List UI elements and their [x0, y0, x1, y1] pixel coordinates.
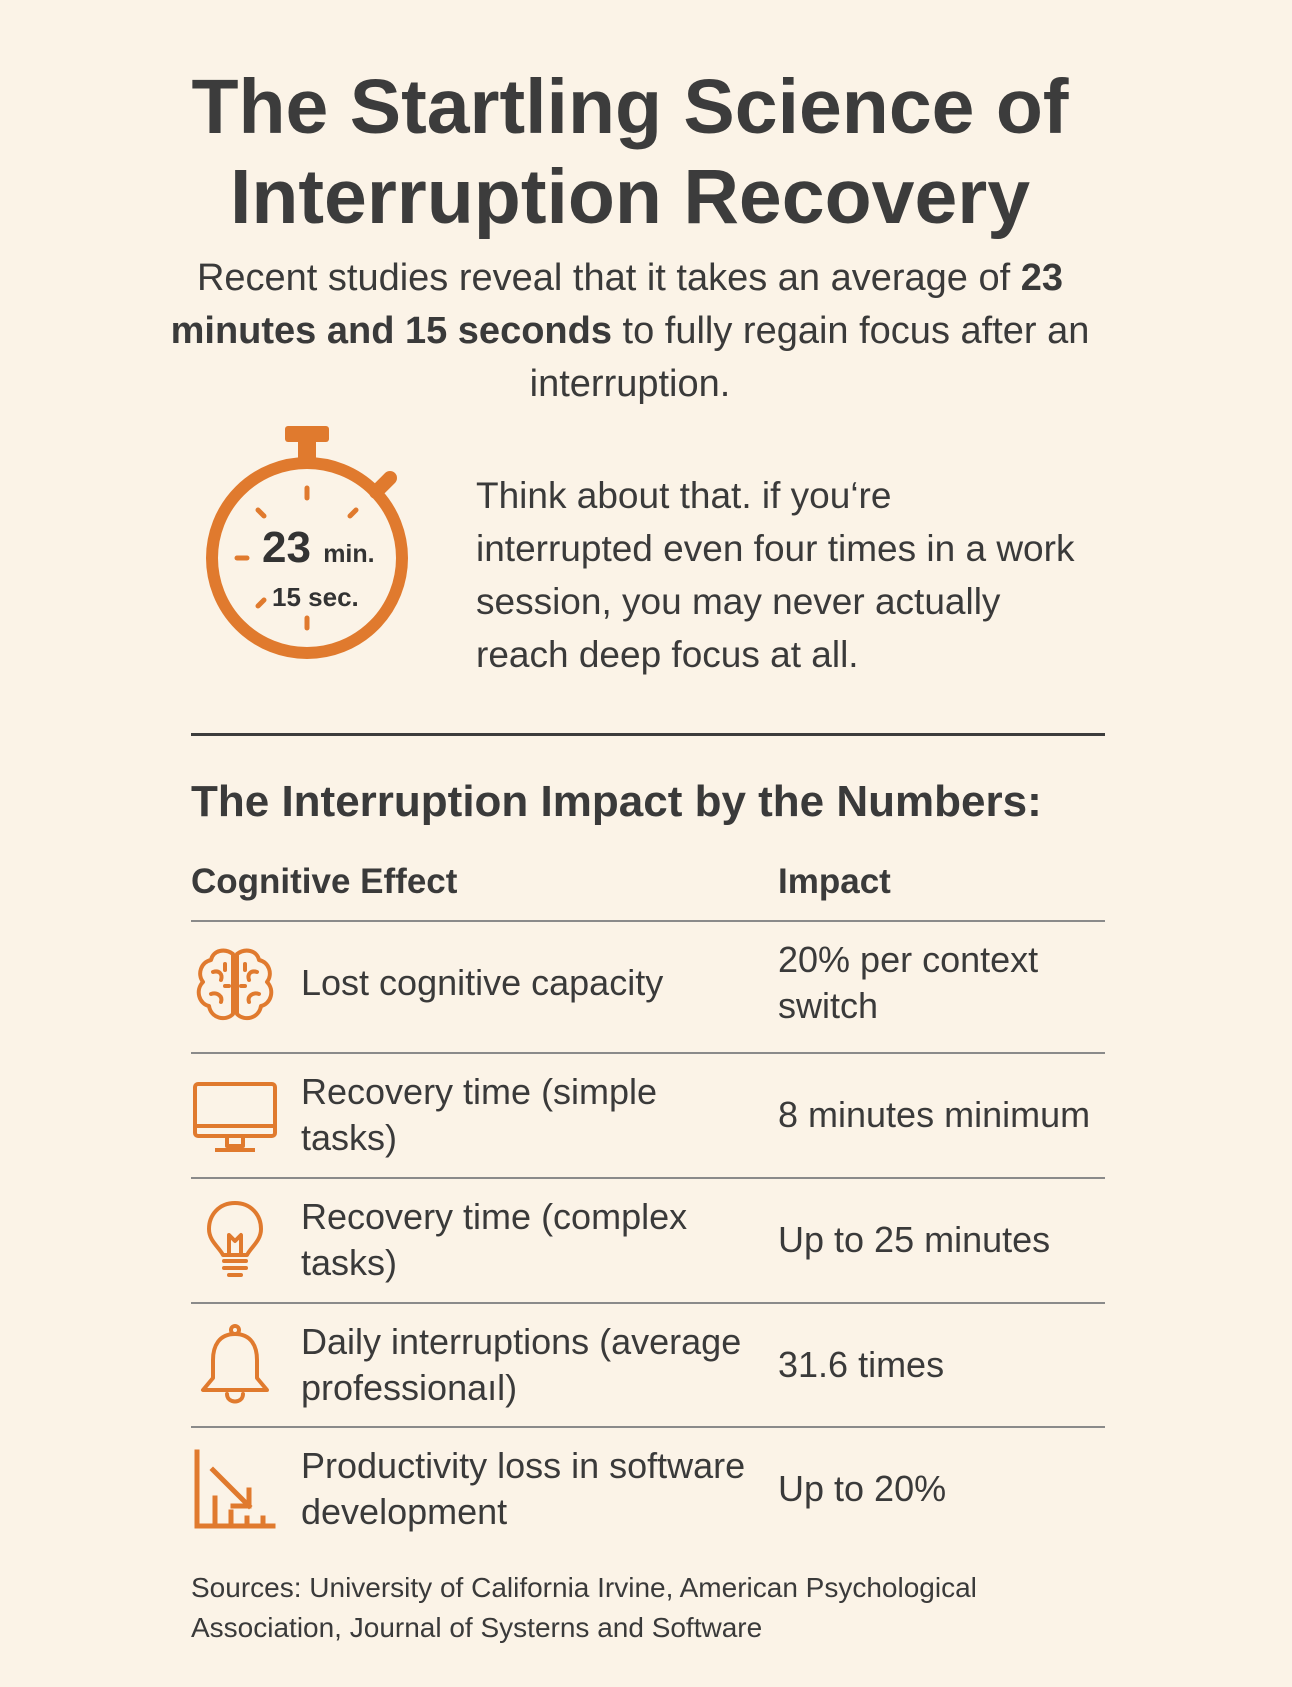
intro-paragraph: Recent studies reveal that it takes an a… [150, 252, 1110, 411]
row-effect: Productivity loss in software developmen… [301, 1445, 746, 1532]
row-impact: Up to 20% [778, 1468, 947, 1509]
table-row: Lost cognitive capacity 20% per context … [191, 922, 1105, 1044]
intro-highlight: 23 minutes and 15 seconds [170, 257, 1064, 352]
timer-minutes-value: 23 [262, 523, 311, 572]
table-rule [191, 1177, 1105, 1179]
page-title: The Startling Science of Interruption Re… [191, 64, 1069, 240]
row-impact: 31.6 times [778, 1344, 945, 1385]
table-row: Productivity loss in software developmen… [191, 1428, 1105, 1550]
section-divider [191, 733, 1105, 736]
row-effect: Recovery time (simple tasks) [301, 1071, 658, 1158]
bell-icon [201, 1324, 269, 1404]
timer-minutes: 23 min. [262, 523, 375, 573]
table-heading: The Interruption Impact by the Numbers: [191, 777, 1042, 826]
declining-chart-icon [194, 1449, 276, 1529]
table-rule [191, 920, 1105, 922]
table-rule [191, 1052, 1105, 1054]
table-rule [191, 1426, 1105, 1428]
table-row: Recovery time (simple tasks) 8 minutes m… [191, 1054, 1105, 1176]
brain-icon [196, 948, 274, 1021]
table-rule [191, 1302, 1105, 1304]
row-impact: 8 minutes minimum [778, 1094, 1091, 1135]
sources-note: Sources: University of California Irvine… [191, 1572, 977, 1643]
timer-seconds: 15 sec. [272, 582, 359, 612]
row-effect: Lost cognitive capacity [301, 962, 664, 1003]
row-impact: 20% per context switch [778, 939, 1039, 1026]
table-row: Daily interruptions (average professiona… [191, 1304, 1105, 1426]
column-header-impact: Impact [778, 862, 891, 901]
column-header-effect: Cognitive Effect [191, 862, 458, 901]
table-row: Recovery time (complex tasks) Up to 25 m… [191, 1179, 1105, 1301]
intro-text-end: to fully regain focus after an interrupt… [529, 310, 1090, 405]
row-impact: Up to 25 minutes [778, 1219, 1051, 1260]
think-paragraph: Think about that. if you‘re interrupted … [476, 475, 1075, 675]
monitor-icon [193, 1082, 277, 1152]
row-effect: Recovery time (complex tasks) [301, 1196, 688, 1283]
row-effect: Daily interruptions (average professiona… [301, 1321, 742, 1408]
intro-text-start: Recent studies reveal that it takes an a… [196, 257, 1011, 299]
lightbulb-icon [207, 1201, 263, 1277]
stopwatch-icon [206, 426, 408, 659]
timer-minutes-unit: min. [323, 540, 375, 568]
